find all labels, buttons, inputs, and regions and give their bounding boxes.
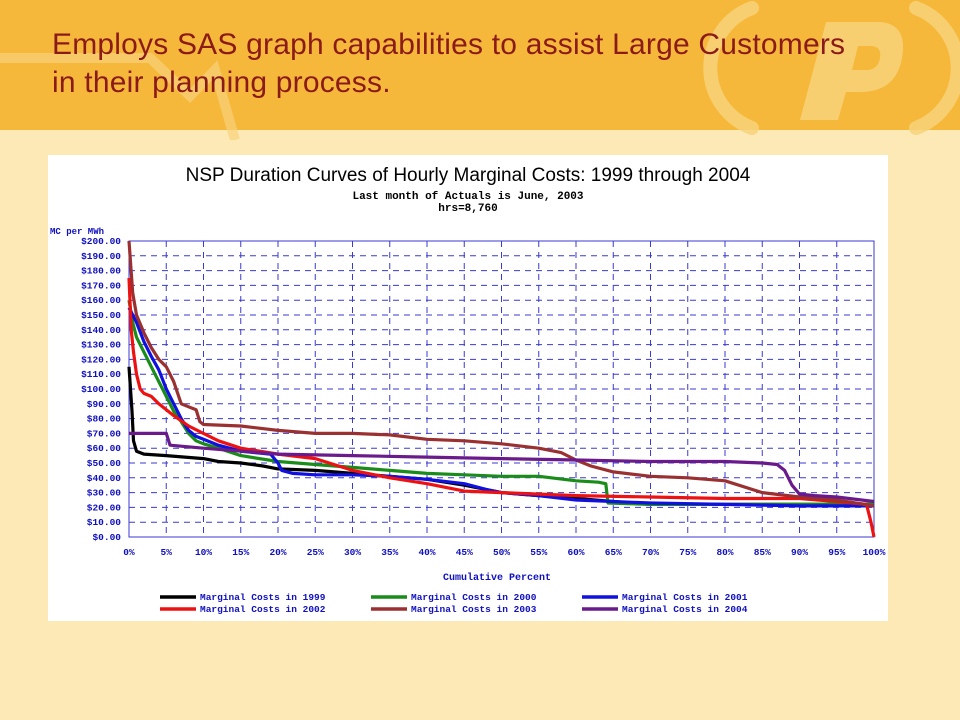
x-tick-label: 95% <box>828 547 845 558</box>
x-tick-label: 10% <box>195 547 212 558</box>
y-tick-label: $70.00 <box>87 428 122 439</box>
x-tick-label: 40% <box>418 547 435 558</box>
x-tick-label: 5% <box>161 547 173 558</box>
legend-label: Marginal Costs in 2001 <box>622 592 748 603</box>
x-tick-label: 35% <box>381 547 398 558</box>
legend-label: Marginal Costs in 2003 <box>411 604 537 615</box>
y-tick-label: $20.00 <box>87 502 122 513</box>
x-tick-label: 85% <box>754 547 771 558</box>
legend-label: Marginal Costs in 1999 <box>200 592 326 603</box>
y-tick-label: $180.00 <box>81 266 121 277</box>
x-tick-label: 50% <box>493 547 510 558</box>
slide-title: Employs SAS graph capabilities to assist… <box>52 28 846 99</box>
series-line-4 <box>127 277 876 538</box>
y-tick-label: $190.00 <box>81 251 121 262</box>
series-line-2 <box>127 299 874 506</box>
y-tick-label: $30.00 <box>87 488 122 499</box>
duration-curve-chart: NSP Duration Curves of Hourly Marginal C… <box>50 165 886 615</box>
y-tick-label: $40.00 <box>87 473 122 484</box>
x-tick-label: 20% <box>269 547 286 558</box>
x-tick-label: 0% <box>123 547 135 558</box>
legend-label: Marginal Costs in 2000 <box>411 592 537 603</box>
y-tick-label: $60.00 <box>87 443 122 454</box>
chart-panel: NSP Duration Curves of Hourly Marginal C… <box>48 155 888 621</box>
x-tick-label: 100% <box>863 547 886 558</box>
y-tick-label: $120.00 <box>81 354 121 365</box>
x-tick-label: 30% <box>344 547 361 558</box>
y-tick-label: $50.00 <box>87 458 122 469</box>
x-tick-label: 45% <box>456 547 473 558</box>
grid <box>128 240 875 538</box>
logo-icon <box>0 1 960 140</box>
y-tick-label: $110.00 <box>81 369 121 380</box>
legend: Marginal Costs in 1999 Marginal Costs in … <box>160 592 748 615</box>
y-tick-label: $130.00 <box>81 340 121 351</box>
chart-title: NSP Duration Curves of Hourly Marginal C… <box>186 165 751 186</box>
y-tick-label: $200.00 <box>81 236 121 247</box>
x-tick-label: 25% <box>307 547 324 558</box>
series-line-5 <box>127 240 875 508</box>
series-line-6 <box>129 431 875 504</box>
x-tick-label: 65% <box>605 547 622 558</box>
chart-subtitle-1: Last month of Actuals is June, 2003 <box>352 191 583 203</box>
x-tick-label: 70% <box>642 547 659 558</box>
legend-label: Marginal Costs in 2004 <box>622 604 748 615</box>
chart-subtitle-2: hrs=8,760 <box>438 203 497 215</box>
y-tick-label: $100.00 <box>81 384 121 395</box>
y-tick-label: $150.00 <box>81 310 121 321</box>
x-tick-label: 55% <box>530 547 547 558</box>
x-tick-label: 60% <box>567 547 584 558</box>
x-tick-label: 80% <box>716 547 733 558</box>
y-tick-label: $80.00 <box>87 414 122 425</box>
axes: $0.00 $10.00 $20.00 $30.00 $40.00 $50.00 $60.0… <box>81 236 886 558</box>
y-tick-label: $10.00 <box>87 517 122 528</box>
y-tick-label: $160.00 <box>81 295 121 306</box>
x-tick-label: 15% <box>232 547 249 558</box>
y-tick-label: $170.00 <box>81 280 121 291</box>
x-tick-label: 90% <box>791 547 808 558</box>
y-axis-label: MC per MWh <box>50 227 104 237</box>
x-tick-label: 75% <box>679 547 696 558</box>
series-lines <box>127 240 876 538</box>
y-tick-label: $90.00 <box>87 399 122 410</box>
y-tick-label: $0.00 <box>92 532 121 543</box>
y-tick-label: $140.00 <box>81 325 121 336</box>
x-axis-label: Cumulative Percent <box>443 572 551 584</box>
legend-label: Marginal Costs in 2002 <box>200 604 326 615</box>
